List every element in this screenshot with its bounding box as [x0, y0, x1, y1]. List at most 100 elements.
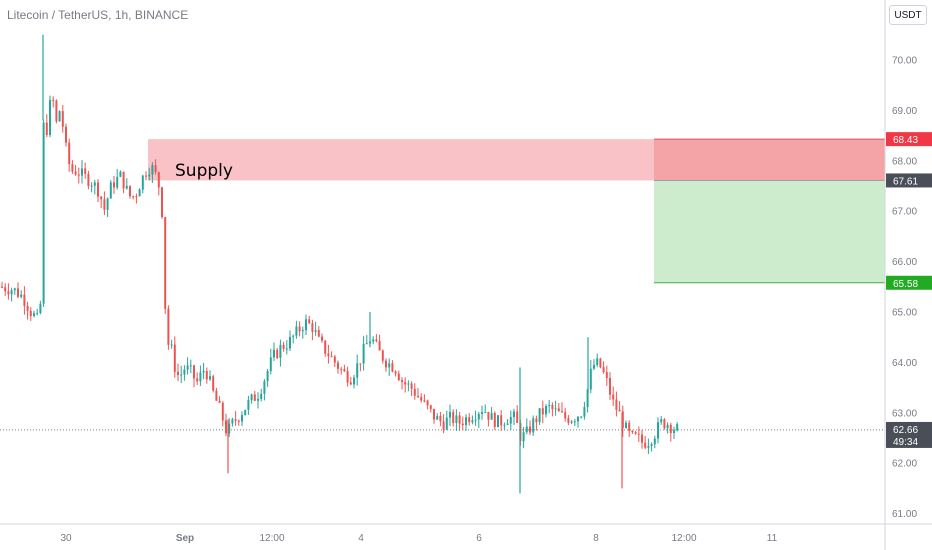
x-tick-label: 6	[476, 533, 482, 544]
candle-body	[119, 171, 122, 177]
candle	[253, 390, 256, 402]
candle	[599, 357, 602, 369]
candle-body	[141, 175, 144, 190]
candle-body	[221, 402, 224, 421]
candle-body	[650, 444, 653, 446]
candle	[420, 393, 423, 403]
candle	[36, 308, 39, 316]
candle-body	[535, 418, 538, 423]
candle-body	[631, 430, 634, 433]
candle	[81, 160, 83, 184]
candle-body	[407, 383, 410, 385]
candle-body	[545, 405, 547, 415]
candle-body	[615, 399, 618, 410]
candle-body	[289, 336, 291, 349]
candle-body	[532, 418, 535, 433]
candle-body	[116, 176, 119, 188]
candle	[177, 363, 179, 382]
candle	[20, 290, 23, 299]
candle-body	[410, 383, 413, 389]
candle	[244, 409, 247, 416]
candle	[199, 365, 202, 386]
candle	[663, 418, 666, 430]
candle-body	[333, 356, 336, 363]
candle-body	[657, 422, 659, 439]
candle	[474, 410, 477, 426]
candle-body	[599, 358, 602, 368]
candle-body	[138, 189, 141, 197]
candle	[356, 354, 359, 386]
candle	[276, 347, 279, 360]
candle-body	[45, 122, 48, 135]
candle	[407, 380, 410, 392]
candle	[205, 367, 208, 384]
candle-body	[292, 335, 295, 337]
candle	[340, 366, 343, 375]
candle-body	[237, 420, 240, 422]
candle-body	[497, 415, 499, 428]
candle-body	[557, 408, 560, 412]
candle-body	[353, 377, 355, 385]
candle	[65, 123, 67, 147]
candle-body	[55, 100, 58, 122]
candle	[183, 365, 186, 381]
currency-button[interactable]: USDT	[889, 5, 927, 25]
last-price-badge: 62.66	[893, 425, 918, 436]
candle-body	[375, 339, 378, 342]
candle	[106, 197, 109, 217]
candle	[513, 408, 515, 425]
candle	[458, 412, 461, 431]
candle-body	[484, 411, 487, 413]
candle-body	[356, 363, 359, 378]
candle	[493, 411, 496, 430]
candle-body	[500, 415, 503, 426]
candle-body	[445, 417, 448, 430]
candle-body	[567, 418, 570, 423]
candle	[500, 410, 503, 431]
candle	[612, 386, 615, 407]
stop-price-badge: 68.43	[893, 135, 918, 146]
candle	[164, 216, 167, 315]
candle	[551, 402, 554, 417]
candle	[471, 415, 474, 425]
candle	[269, 348, 272, 375]
candle-body	[580, 416, 583, 418]
candle	[637, 426, 640, 442]
candle	[413, 383, 416, 400]
candle-body	[241, 415, 243, 422]
candle	[426, 399, 429, 410]
candle	[119, 170, 122, 178]
candle	[615, 391, 618, 417]
candle-body	[551, 405, 554, 410]
candle-body	[228, 423, 231, 434]
candle	[503, 422, 506, 430]
candle-body	[97, 182, 99, 197]
candle	[346, 366, 349, 387]
candle	[170, 339, 173, 349]
candle-body	[641, 434, 643, 443]
x-tick-label: 4	[358, 533, 364, 544]
candle-body	[7, 291, 10, 295]
candle	[321, 333, 323, 343]
candle	[573, 418, 576, 426]
x-tick-label: 12:00	[671, 533, 696, 544]
candle-body	[218, 400, 221, 403]
candle-body	[612, 394, 615, 400]
candle-body	[90, 185, 93, 187]
candle	[228, 418, 231, 437]
candle	[481, 405, 483, 420]
candle	[484, 404, 487, 413]
candle-body	[420, 396, 423, 401]
candle	[289, 330, 291, 351]
candle-body	[301, 330, 304, 332]
candle	[234, 411, 237, 426]
zones-layer	[0, 138, 885, 431]
candle	[381, 349, 384, 364]
candle-body	[173, 344, 176, 372]
candle	[525, 418, 528, 435]
candle	[567, 415, 570, 426]
candle-body	[317, 330, 320, 337]
candle-body	[327, 353, 330, 357]
candle-body	[487, 411, 490, 420]
